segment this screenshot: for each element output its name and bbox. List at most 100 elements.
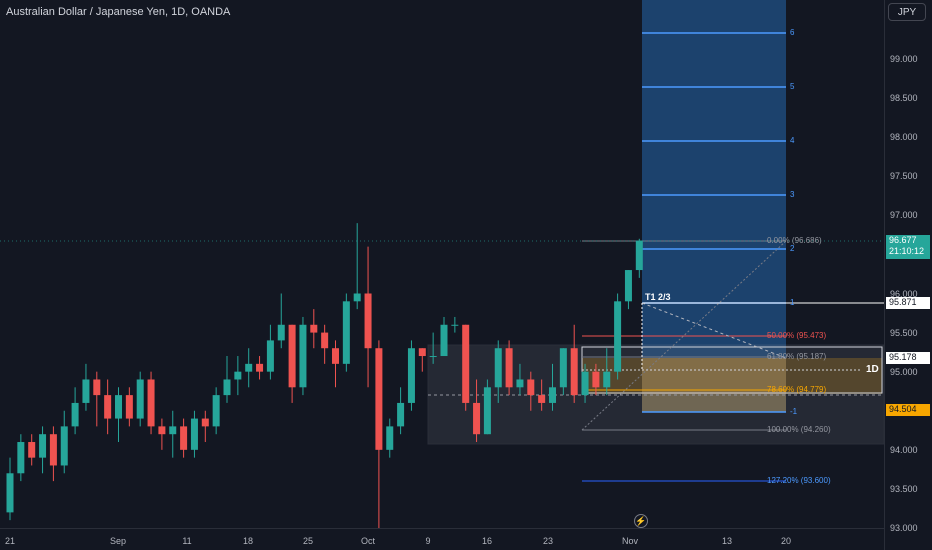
- candle-body: [115, 395, 122, 419]
- candle-body: [93, 379, 101, 396]
- candle-body: [386, 426, 394, 450]
- price-tag-94504: 94.504: [886, 404, 930, 416]
- candle-body: [49, 434, 57, 466]
- price-tick: 97.000: [890, 210, 918, 220]
- candle-body: [364, 293, 372, 349]
- candle-body: [624, 270, 632, 302]
- current-price-value: 96.677: [889, 235, 917, 245]
- fib-label-100: 100.00% (94.260): [767, 425, 831, 434]
- orange-zone-inner: [642, 358, 786, 412]
- price-tick: 93.000: [890, 523, 918, 533]
- ext-label-4: 4: [790, 136, 795, 145]
- candle-body: [342, 301, 350, 364]
- fib-label-0: 0.00% (96.686): [767, 236, 822, 245]
- candle-body: [635, 240, 643, 271]
- candle-body: [407, 348, 415, 403]
- time-tick: 25: [302, 536, 314, 546]
- candle-body: [505, 348, 513, 388]
- t1-diagonal: [641, 302, 787, 359]
- chart-area[interactable]: [0, 0, 884, 528]
- time-tick: 18: [242, 536, 254, 546]
- candle-body: [17, 442, 25, 474]
- candle-body: [245, 363, 253, 372]
- ext-label-2: 2: [790, 244, 795, 253]
- ext-label-6: 6: [790, 28, 795, 37]
- time-axis[interactable]: [0, 528, 884, 550]
- price-tick: 98.000: [890, 132, 918, 142]
- candle-body: [147, 379, 155, 427]
- candle-body: [440, 324, 448, 357]
- symbol-title[interactable]: Australian Dollar / Japanese Yen, 1D, OA…: [6, 6, 231, 18]
- price-tick: 99.000: [890, 54, 918, 64]
- candle-body: [332, 348, 339, 364]
- candle-body: [190, 418, 198, 450]
- candle-body: [288, 324, 296, 388]
- fib-label-50: 50.00% (95.473): [767, 331, 827, 340]
- candle-body: [559, 348, 567, 388]
- candle-body: [60, 426, 68, 466]
- candle-body: [104, 395, 112, 419]
- ext-label-m1: -1: [790, 407, 798, 416]
- candle-body: [71, 402, 79, 427]
- candle-body: [234, 371, 242, 380]
- ext-label-5: 5: [790, 82, 795, 91]
- candle-body: [473, 402, 481, 435]
- price-tick: 93.500: [890, 484, 918, 494]
- candle-body: [549, 387, 556, 403]
- candle-body: [570, 348, 578, 396]
- candle-body: [538, 395, 546, 403]
- ext-label-1: 1: [790, 298, 795, 307]
- candle-body: [527, 379, 535, 396]
- current-price-tag: 96.677 21:10:12: [886, 235, 930, 259]
- time-tick: 20: [780, 536, 792, 546]
- time-tick: 21: [4, 536, 16, 546]
- fib-label-786: 78.60% (94.779): [767, 385, 827, 394]
- price-tick: 97.500: [890, 171, 918, 181]
- candle-body: [125, 395, 133, 419]
- candle-body: [169, 426, 177, 435]
- price-axis[interactable]: [884, 0, 932, 550]
- price-tick: 94.000: [890, 445, 918, 455]
- candle-body: [39, 434, 47, 458]
- time-tick: 16: [481, 536, 493, 546]
- lightning-icon[interactable]: ⚡: [634, 514, 648, 528]
- price-tick: 98.500: [890, 93, 918, 103]
- price-tag-95871: 95.871: [886, 297, 930, 309]
- extension-zone: [642, 0, 786, 412]
- fib-label-1272: 127.20% (93.600): [767, 476, 831, 485]
- candle-body: [462, 324, 470, 403]
- candle-body: [494, 348, 502, 388]
- candle-body: [321, 332, 329, 349]
- price-chart[interactable]: [0, 0, 884, 528]
- time-tick: Oct: [360, 536, 376, 546]
- candle-body: [180, 426, 188, 450]
- price-tick: 96.000: [890, 289, 918, 299]
- candle-body: [201, 418, 209, 427]
- candle-body: [212, 395, 220, 427]
- candles: [6, 223, 643, 528]
- currency-button[interactable]: JPY: [888, 3, 926, 21]
- candle-body: [516, 379, 524, 388]
- price-tick: 95.500: [890, 328, 918, 338]
- candle-body: [592, 371, 600, 388]
- candle-body: [136, 379, 144, 419]
- t1-label: T1 2/3: [645, 292, 671, 302]
- candle-body: [6, 473, 14, 513]
- time-tick: Nov: [621, 536, 639, 546]
- candle-body: [158, 426, 166, 435]
- fib-label-618: 61.80% (95.187): [767, 352, 827, 361]
- candle-body: [28, 442, 36, 458]
- candle-body: [277, 324, 285, 341]
- candle-body: [603, 371, 611, 388]
- candle-body: [353, 293, 361, 302]
- candle-body: [375, 348, 383, 450]
- candle-body: [614, 301, 622, 372]
- candle-body: [483, 387, 491, 435]
- time-tick: 13: [721, 536, 733, 546]
- time-tick: 9: [425, 536, 431, 546]
- candle-body: [581, 371, 589, 396]
- candle-countdown: 21:10:12: [889, 246, 925, 256]
- time-tick: 23: [542, 536, 554, 546]
- candle-body: [310, 324, 318, 333]
- time-tick: 11: [182, 536, 192, 546]
